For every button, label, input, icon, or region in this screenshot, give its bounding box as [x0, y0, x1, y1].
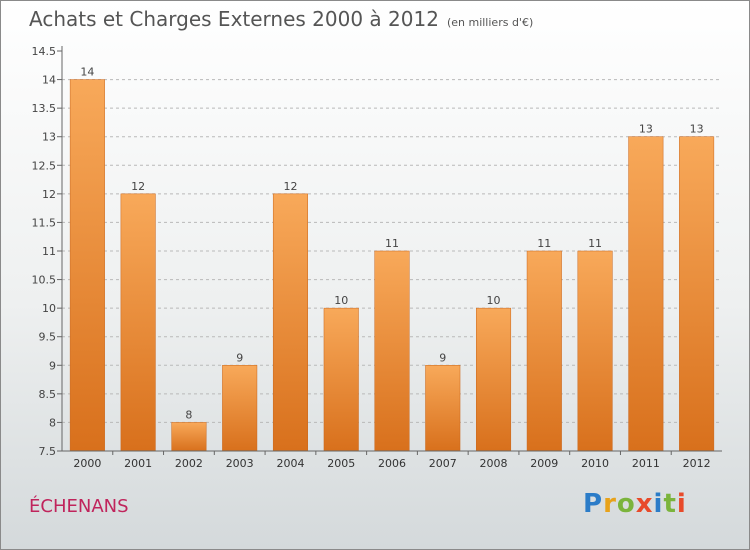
- y-tick-label: 11: [42, 245, 56, 258]
- x-tick-label: 2002: [175, 457, 203, 470]
- x-tick-label: 2004: [276, 457, 304, 470]
- commune-name: ÉCHENANS: [29, 496, 129, 517]
- data-label: 12: [283, 180, 297, 193]
- data-label: 9: [439, 351, 446, 364]
- y-tick-label: 13.5: [32, 102, 57, 115]
- data-label: 11: [385, 237, 399, 250]
- x-tick-label: 2005: [327, 457, 355, 470]
- bar: [577, 250, 613, 452]
- y-tick-label: 11.5: [32, 216, 57, 229]
- y-tick-label: 7.5: [39, 445, 57, 458]
- bar: [69, 79, 105, 452]
- y-tick-label: 12.5: [32, 159, 57, 172]
- data-label: 11: [588, 237, 602, 250]
- data-label: 10: [334, 294, 348, 307]
- data-label: 13: [690, 123, 704, 136]
- y-tick-label: 14.5: [32, 45, 57, 58]
- data-label: 10: [487, 294, 501, 307]
- data-label: 9: [236, 351, 243, 364]
- y-tick-label: 13: [42, 131, 56, 144]
- x-tick-label: 2006: [378, 457, 406, 470]
- data-label: 11: [537, 237, 551, 250]
- bar: [628, 136, 664, 452]
- y-tick-label: 9: [49, 359, 56, 372]
- data-label: 12: [131, 180, 145, 193]
- y-tick-label: 8: [49, 416, 56, 429]
- x-tick-label: 2010: [581, 457, 609, 470]
- axis-layer: 14.5 14 13.5 13 12.5 12 11.5 11 10.5 10 9.5 9 8.5 8 7.…: [32, 45, 722, 470]
- y-tick-label: 12: [42, 188, 56, 201]
- x-tick-label: 2007: [429, 457, 457, 470]
- bar: [374, 250, 410, 452]
- y-tick-label: 14: [42, 74, 56, 87]
- title-row: Achats et Charges Externes 2000 à 2012 (e…: [29, 7, 533, 31]
- y-tick-label: 10: [42, 302, 56, 315]
- y-tick-label: 10.5: [32, 274, 57, 287]
- x-tick-label: 2011: [632, 457, 660, 470]
- bar: [425, 365, 461, 452]
- bar: [120, 193, 156, 452]
- data-label: 8: [185, 408, 192, 421]
- proxiti-logo[interactable]: Proxiti: [583, 489, 687, 519]
- x-tick-label: 2008: [480, 457, 508, 470]
- x-tick-label: 2012: [683, 457, 711, 470]
- x-tick-label: 2000: [73, 457, 101, 470]
- bar: [526, 250, 562, 452]
- y-tick-label: 8.5: [39, 388, 57, 401]
- data-label: 13: [639, 123, 653, 136]
- chart-subtitle: (en milliers d'€): [446, 16, 534, 29]
- bar: [171, 422, 207, 452]
- y-tick-label: 9.5: [39, 331, 57, 344]
- data-label: 14: [80, 66, 94, 79]
- x-tick-label: 2001: [124, 457, 152, 470]
- x-tick-label: 2003: [226, 457, 254, 470]
- bar: [323, 307, 359, 452]
- bar: [679, 136, 715, 452]
- bar: [272, 193, 308, 452]
- x-tick-label: 2009: [530, 457, 558, 470]
- bar: [222, 365, 258, 452]
- bar: [476, 307, 512, 452]
- bars-layer: [69, 79, 715, 452]
- labels-layer: 14 12 8 9 12 10 11 9 10 11 11 13 13: [80, 66, 703, 422]
- chart-title: Achats et Charges Externes 2000 à 2012: [29, 7, 439, 31]
